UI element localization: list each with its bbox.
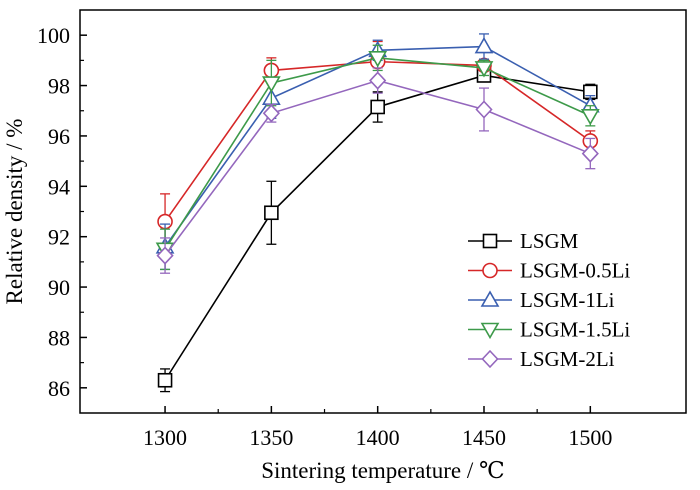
y-tick-label: 88 (48, 325, 70, 350)
x-tick-label: 1450 (462, 425, 506, 450)
legend-marker (480, 290, 500, 307)
legend-marker (480, 322, 500, 340)
legend-label: LSGM-1Li (520, 288, 615, 312)
legend-marker (482, 233, 498, 249)
series-lsgm-2li (156, 67, 599, 274)
legend-label: LSGM-0.5Li (520, 259, 630, 283)
legend-marker (481, 349, 499, 369)
x-tick-label: 1500 (568, 425, 612, 450)
x-tick-label: 1300 (143, 425, 187, 450)
data-point (156, 246, 174, 265)
y-tick-label: 94 (48, 174, 70, 199)
legend-label: LSGM (520, 229, 579, 253)
data-point (581, 144, 599, 163)
data-point (369, 71, 387, 90)
y-tick-label: 86 (48, 376, 70, 401)
legend-item: LSGM-1Li (468, 288, 615, 312)
y-tick-label: 98 (48, 74, 70, 99)
legend-label: LSGM-2Li (520, 347, 615, 371)
data-point (370, 99, 385, 115)
legend-item: LSGM-1.5Li (468, 318, 630, 342)
legend-item: LSGM-0.5Li (468, 259, 630, 283)
data-point (474, 36, 494, 54)
data-point (264, 205, 279, 221)
data-point (474, 61, 494, 78)
data-point (261, 76, 281, 93)
x-axis-title: Sintering temperature / ℃ (261, 458, 505, 483)
legend-item: LSGM-2Li (468, 347, 615, 371)
data-point (368, 51, 388, 68)
y-tick-label: 100 (37, 23, 70, 48)
x-tick-label: 1350 (249, 425, 293, 450)
data-point (580, 108, 600, 126)
x-tick-label: 1400 (356, 425, 400, 450)
data-point (475, 100, 493, 119)
series-lsgm-1-5li (155, 44, 600, 271)
legend-item: LSGM (468, 229, 579, 253)
y-tick-label: 96 (48, 124, 70, 149)
data-point (157, 372, 173, 388)
y-tick-label: 92 (48, 225, 70, 250)
series-layer (155, 33, 600, 393)
y-axis-title: Relative density / % (2, 119, 27, 305)
plot-area: 1300 1350 1400 1450 1500 86 88 90 92 94 96 98 100 (37, 9, 687, 450)
data-point (262, 104, 280, 123)
y-tick-label: 90 (48, 275, 70, 300)
legend-label: LSGM-1.5Li (520, 318, 630, 342)
legend-marker (482, 262, 498, 279)
legend: LSGM LSGM-0.5Li LSGM-1Li LSGM-1.5Li LSGM-2Li (468, 229, 630, 371)
